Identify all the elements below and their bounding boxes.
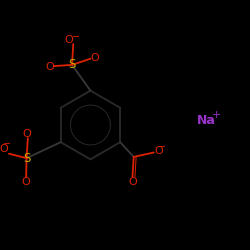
- Text: O: O: [64, 34, 73, 44]
- Text: S: S: [68, 58, 76, 71]
- Text: O: O: [22, 128, 31, 138]
- Text: −: −: [3, 139, 11, 149]
- Text: S: S: [23, 152, 30, 165]
- Text: +: +: [212, 110, 221, 120]
- Text: O: O: [0, 144, 8, 154]
- Text: −: −: [72, 32, 80, 42]
- Text: O: O: [90, 53, 99, 63]
- Text: O: O: [21, 177, 30, 187]
- Text: O: O: [129, 177, 138, 187]
- Text: −: −: [158, 142, 166, 152]
- Text: Na: Na: [196, 114, 215, 126]
- Text: O: O: [154, 146, 163, 156]
- Text: O: O: [45, 62, 54, 72]
